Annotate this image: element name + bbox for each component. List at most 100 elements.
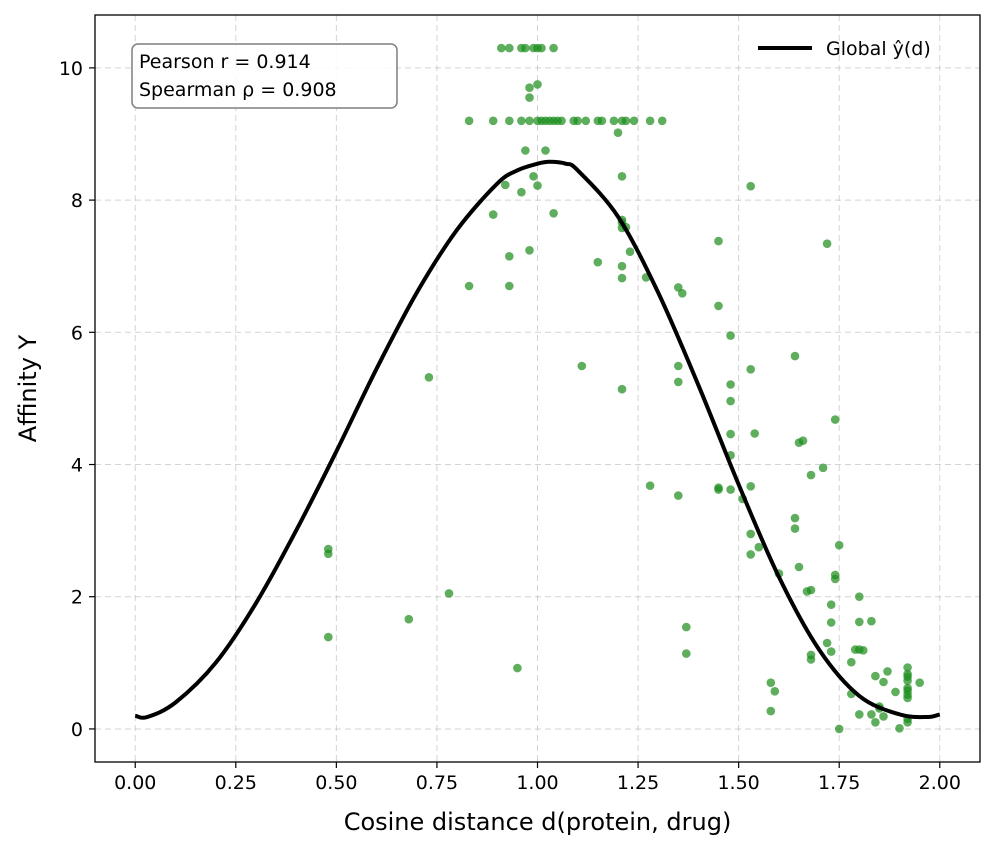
x-tick-label: 0.50: [315, 772, 357, 794]
data-point: [464, 281, 474, 291]
data-point: [750, 429, 759, 438]
data-point: [517, 187, 526, 197]
data-point: [830, 574, 840, 584]
data-point: [746, 482, 755, 491]
x-tick-label: 1.25: [617, 772, 659, 794]
x-tick-label: 1.50: [717, 772, 759, 794]
data-point: [746, 529, 755, 539]
stats-annotation-box: [131, 43, 398, 109]
data-point: [541, 146, 550, 155]
data-point: [513, 663, 522, 673]
pearson-text: Pearson r = 0.914: [139, 51, 311, 73]
data-point: [714, 485, 723, 494]
data-point: [766, 706, 776, 716]
data-point: [525, 83, 534, 92]
x-tick-label: 1.75: [818, 772, 860, 794]
data-point: [674, 491, 683, 500]
data-point: [521, 146, 530, 155]
x-tick-label: 2.00: [919, 772, 961, 794]
data-point: [525, 116, 534, 126]
data-point: [324, 632, 333, 642]
data-point: [826, 600, 836, 609]
x-axis-label: Cosine distance d(protein, drug): [344, 808, 732, 836]
data-point: [549, 43, 558, 53]
data-point: [617, 261, 627, 271]
data-point: [826, 647, 836, 656]
data-point: [726, 485, 735, 494]
data-point: [424, 373, 434, 382]
data-point: [903, 693, 912, 703]
data-point: [505, 43, 514, 53]
y-tick-label: 2: [71, 587, 83, 609]
data-point: [826, 618, 836, 627]
data-point: [488, 116, 498, 126]
data-point: [714, 301, 723, 311]
global-fit-line: [134, 159, 941, 720]
data-point: [517, 116, 526, 126]
data-point: [505, 251, 514, 261]
data-point: [806, 655, 816, 664]
data-point: [746, 365, 755, 374]
data-point: [682, 622, 691, 632]
data-point: [593, 257, 603, 267]
grid: [95, 15, 980, 762]
data-point: [830, 415, 840, 424]
data-point: [770, 687, 780, 696]
data-point: [790, 524, 800, 533]
data-point: [834, 540, 844, 550]
data-point: [794, 562, 804, 572]
data-point: [645, 481, 655, 491]
data-point: [726, 396, 735, 406]
data-point: [867, 616, 876, 626]
data-point: [444, 589, 454, 598]
data-point: [726, 331, 735, 340]
legend-entry-global-fit: Global ŷ(d): [826, 38, 931, 60]
data-point: [505, 281, 514, 291]
y-tick-label: 6: [71, 322, 83, 344]
y-tick-label: 8: [71, 190, 83, 212]
data-point: [577, 361, 587, 371]
data-point: [645, 116, 655, 126]
data-point: [871, 671, 880, 681]
data-point: [617, 273, 627, 283]
data-point: [903, 663, 912, 672]
data-point: [625, 247, 635, 256]
data-point: [818, 463, 828, 473]
x-tick-label: 1.00: [516, 772, 558, 794]
data-point: [501, 180, 510, 190]
y-axis-ticks: 0 2 4 6 8 10: [59, 58, 95, 741]
legend: Global ŷ(d): [758, 38, 931, 60]
data-point: [488, 210, 498, 219]
x-tick-label: 0.75: [416, 772, 458, 794]
data-point: [806, 470, 816, 480]
data-point: [505, 116, 514, 126]
data-point: [657, 116, 667, 126]
data-point: [903, 718, 912, 727]
data-point: [790, 513, 800, 523]
data-point: [766, 678, 776, 687]
data-point: [822, 239, 832, 248]
data-point: [895, 724, 904, 733]
data-point: [497, 43, 506, 53]
data-point: [806, 585, 816, 595]
data-point: [674, 361, 683, 371]
data-point: [879, 712, 888, 721]
data-point: [847, 657, 856, 667]
spearman-text: Spearman ρ = 0.908: [139, 79, 337, 101]
data-point: [855, 617, 864, 627]
data-point: [533, 181, 542, 190]
data-point: [621, 116, 631, 126]
data-point: [521, 43, 530, 53]
data-point: [617, 384, 627, 394]
y-tick-label: 4: [71, 455, 83, 477]
data-point: [746, 550, 755, 559]
data-point: [903, 676, 912, 685]
data-point: [822, 638, 832, 648]
data-point: [629, 116, 639, 126]
scatter-points: [324, 43, 924, 734]
data-point: [324, 549, 333, 559]
y-tick-label: 10: [59, 58, 83, 80]
data-point: [754, 542, 764, 552]
